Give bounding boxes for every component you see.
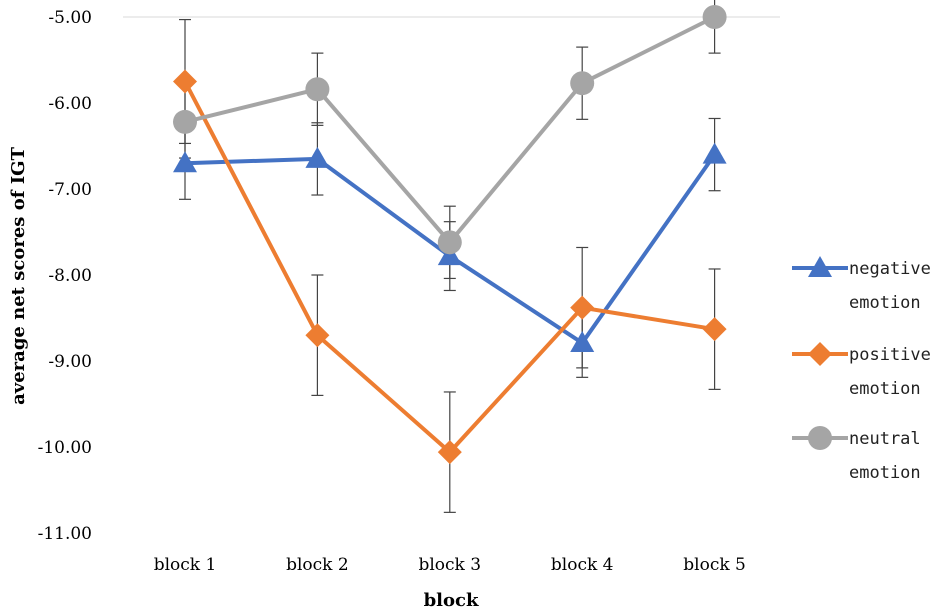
x-axis-title: block xyxy=(424,590,479,611)
y-tick-label: -7.00 xyxy=(48,180,92,200)
x-tick-label: block 1 xyxy=(154,555,217,575)
diamond-marker xyxy=(437,440,462,465)
legend-label: positive xyxy=(849,345,931,365)
y-tick-label: -9.00 xyxy=(48,352,92,372)
circle-marker xyxy=(437,230,462,255)
circle-marker xyxy=(702,5,727,29)
diamond-marker xyxy=(570,295,595,320)
x-tick-label: block 2 xyxy=(286,555,349,575)
triangle-marker xyxy=(702,142,727,164)
legend: negative emotion positive emotion neutral emo… xyxy=(792,256,931,483)
series-markers xyxy=(173,5,727,465)
legend-label: emotion xyxy=(849,463,921,483)
circle-marker xyxy=(808,426,832,450)
y-tick-label: -10.00 xyxy=(38,438,92,458)
y-tick-label: -8.00 xyxy=(48,266,92,286)
diamond-marker xyxy=(305,323,330,348)
triangle-marker xyxy=(808,256,832,277)
legend-label: emotion xyxy=(849,379,921,399)
y-tick-label: -6.00 xyxy=(48,94,92,114)
circle-marker xyxy=(173,109,197,134)
triangle-marker xyxy=(305,146,330,168)
diamond-marker xyxy=(173,69,197,94)
x-tick-labels: block 1 block 2 block 3 block 4 block 5 xyxy=(154,555,746,575)
legend-label: neutral xyxy=(849,429,921,449)
y-tick-labels: -5.00 -6.00 -7.00 -8.00 -9.00 -10.00 -11.00 xyxy=(38,8,92,544)
legend-label: emotion xyxy=(849,293,921,313)
x-tick-label: block 5 xyxy=(683,555,746,575)
x-tick-label: block 4 xyxy=(551,555,614,575)
circle-marker xyxy=(305,77,330,102)
y-tick-label: -11.00 xyxy=(38,524,92,544)
diamond-marker xyxy=(702,317,727,342)
y-tick-label: -5.00 xyxy=(48,8,92,28)
x-tick-label: block 3 xyxy=(418,555,481,575)
circle-marker xyxy=(570,71,595,96)
triangle-marker xyxy=(570,330,595,352)
triangle-marker xyxy=(437,244,462,266)
legend-label: negative xyxy=(849,259,931,279)
y-axis-title: average net scores of IGT xyxy=(8,147,29,405)
diamond-marker xyxy=(808,342,832,366)
triangle-marker xyxy=(173,151,197,173)
